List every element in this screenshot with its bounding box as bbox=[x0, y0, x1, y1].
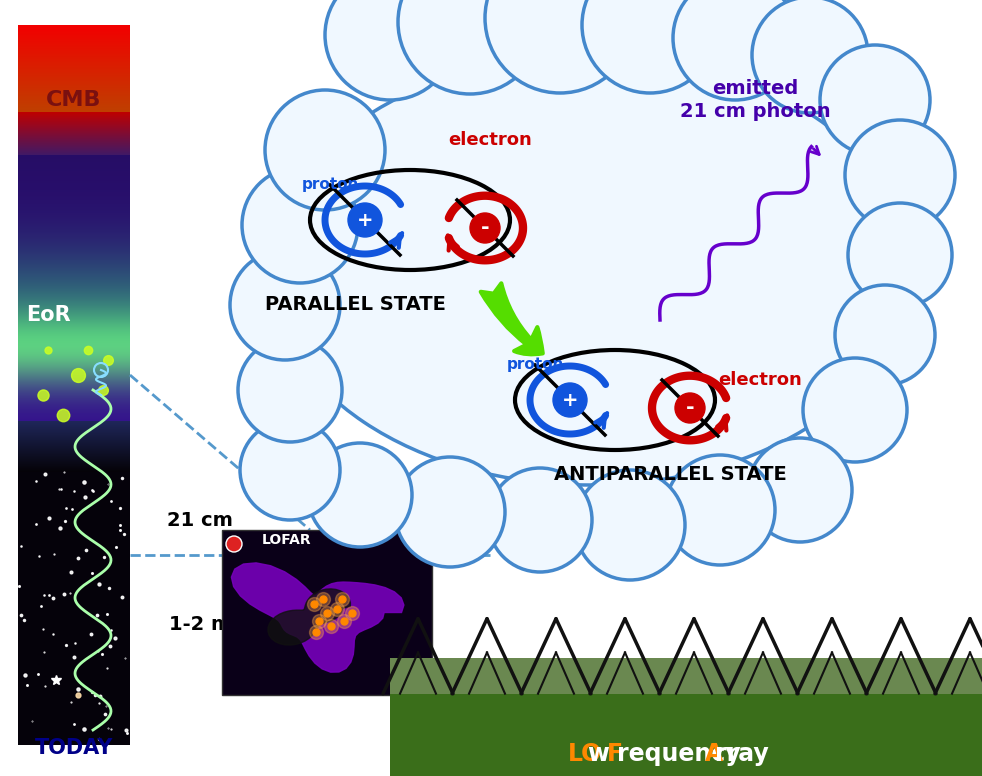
Circle shape bbox=[485, 0, 635, 93]
Circle shape bbox=[748, 438, 852, 542]
Circle shape bbox=[238, 338, 342, 442]
Text: LO: LO bbox=[568, 742, 602, 766]
Circle shape bbox=[265, 90, 385, 210]
Text: PARALLEL STATE: PARALLEL STATE bbox=[264, 296, 446, 314]
Circle shape bbox=[488, 468, 592, 572]
Circle shape bbox=[752, 0, 868, 113]
Circle shape bbox=[553, 383, 587, 417]
Text: -: - bbox=[685, 398, 694, 418]
Text: 21 cm: 21 cm bbox=[167, 511, 233, 529]
Circle shape bbox=[308, 443, 412, 547]
Circle shape bbox=[325, 0, 455, 100]
Polygon shape bbox=[232, 563, 404, 672]
Text: electron: electron bbox=[448, 131, 532, 149]
Text: w: w bbox=[587, 742, 618, 766]
Text: EoR: EoR bbox=[26, 305, 71, 325]
Text: +: + bbox=[562, 390, 578, 410]
Text: proton: proton bbox=[507, 358, 564, 372]
Text: emitted
21 cm photon: emitted 21 cm photon bbox=[680, 78, 831, 121]
Circle shape bbox=[848, 203, 952, 307]
Circle shape bbox=[470, 213, 500, 243]
Text: F: F bbox=[607, 742, 624, 766]
Text: rray: rray bbox=[715, 742, 769, 766]
Circle shape bbox=[230, 250, 340, 360]
Text: requency: requency bbox=[617, 742, 749, 766]
Text: LOFAR: LOFAR bbox=[262, 533, 311, 547]
Text: ANTIPARALLEL STATE: ANTIPARALLEL STATE bbox=[554, 466, 787, 484]
Ellipse shape bbox=[270, 55, 910, 485]
Circle shape bbox=[673, 0, 797, 100]
Circle shape bbox=[240, 420, 340, 520]
Bar bbox=[222, 530, 432, 695]
Text: TODAY: TODAY bbox=[34, 738, 113, 758]
Circle shape bbox=[226, 536, 242, 552]
Bar bbox=[390, 658, 982, 694]
Text: 1-2 m: 1-2 m bbox=[169, 615, 231, 635]
Text: electron: electron bbox=[718, 371, 802, 389]
Bar bbox=[390, 694, 982, 776]
Circle shape bbox=[348, 203, 382, 237]
Circle shape bbox=[575, 470, 685, 580]
Circle shape bbox=[242, 167, 358, 283]
Circle shape bbox=[398, 0, 542, 94]
Text: proton: proton bbox=[301, 178, 358, 192]
Circle shape bbox=[820, 45, 930, 155]
Text: CMB: CMB bbox=[46, 90, 102, 110]
Bar bbox=[390, 658, 982, 776]
Circle shape bbox=[835, 285, 935, 385]
Circle shape bbox=[395, 457, 505, 567]
Circle shape bbox=[803, 358, 907, 462]
Circle shape bbox=[665, 455, 775, 565]
Polygon shape bbox=[268, 589, 351, 645]
Text: -: - bbox=[480, 218, 489, 238]
Circle shape bbox=[675, 393, 705, 423]
Text: A: A bbox=[705, 742, 724, 766]
Circle shape bbox=[845, 120, 955, 230]
Text: +: + bbox=[356, 210, 373, 230]
Circle shape bbox=[582, 0, 718, 93]
